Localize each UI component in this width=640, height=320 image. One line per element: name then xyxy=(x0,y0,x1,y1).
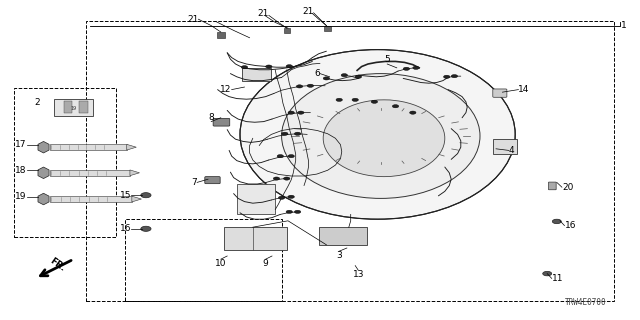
Text: 12: 12 xyxy=(220,85,232,94)
Text: 19: 19 xyxy=(70,106,77,111)
Circle shape xyxy=(403,67,410,70)
Circle shape xyxy=(371,100,378,103)
Bar xyxy=(14,88,116,237)
Circle shape xyxy=(277,155,284,158)
Bar xyxy=(50,144,127,150)
Ellipse shape xyxy=(323,100,445,177)
Bar xyxy=(324,26,331,30)
Bar xyxy=(242,68,271,81)
Text: 21: 21 xyxy=(257,9,269,18)
Text: 18: 18 xyxy=(15,166,27,175)
Polygon shape xyxy=(132,196,141,202)
Text: TRW4E0700: TRW4E0700 xyxy=(564,298,607,307)
Circle shape xyxy=(286,210,292,213)
Circle shape xyxy=(298,111,304,114)
Text: 15: 15 xyxy=(120,191,131,200)
Circle shape xyxy=(294,132,301,135)
Text: 8: 8 xyxy=(209,113,214,122)
Circle shape xyxy=(296,85,303,88)
Circle shape xyxy=(278,196,285,199)
Text: 20: 20 xyxy=(562,183,573,192)
Bar xyxy=(224,227,287,250)
FancyBboxPatch shape xyxy=(213,118,230,126)
FancyBboxPatch shape xyxy=(493,89,507,97)
Bar xyxy=(319,227,367,245)
Circle shape xyxy=(307,84,314,87)
Bar xyxy=(50,170,130,176)
Text: 16: 16 xyxy=(120,224,131,233)
Circle shape xyxy=(266,65,272,68)
Circle shape xyxy=(543,271,552,276)
Polygon shape xyxy=(38,141,49,153)
Bar xyxy=(79,101,88,113)
Polygon shape xyxy=(127,144,136,150)
Circle shape xyxy=(282,132,288,135)
Ellipse shape xyxy=(240,50,515,219)
Text: 10: 10 xyxy=(215,259,227,268)
Circle shape xyxy=(141,193,151,198)
Text: 19: 19 xyxy=(15,192,27,201)
Circle shape xyxy=(341,74,348,77)
Text: 9: 9 xyxy=(263,259,268,268)
Circle shape xyxy=(410,111,416,114)
Text: 5: 5 xyxy=(385,55,390,64)
Text: 21: 21 xyxy=(302,7,314,16)
Bar xyxy=(64,101,72,113)
Polygon shape xyxy=(38,193,49,205)
Circle shape xyxy=(323,77,330,80)
Circle shape xyxy=(444,75,450,78)
Circle shape xyxy=(288,111,294,114)
Text: 4: 4 xyxy=(509,146,515,155)
Text: 3: 3 xyxy=(337,251,342,260)
Text: 6: 6 xyxy=(314,69,320,78)
Circle shape xyxy=(413,66,419,69)
Bar xyxy=(493,139,517,154)
Polygon shape xyxy=(38,167,49,179)
Circle shape xyxy=(451,75,458,78)
Text: 2: 2 xyxy=(34,98,40,107)
Polygon shape xyxy=(130,170,140,176)
Circle shape xyxy=(284,177,290,180)
Bar xyxy=(217,32,225,38)
Text: 11: 11 xyxy=(552,274,563,283)
Text: 17: 17 xyxy=(15,140,27,149)
Circle shape xyxy=(288,155,294,158)
Bar xyxy=(50,196,132,202)
Circle shape xyxy=(241,66,248,69)
Circle shape xyxy=(336,98,342,101)
Circle shape xyxy=(552,219,561,224)
Bar xyxy=(237,184,275,214)
Bar xyxy=(125,219,282,301)
Text: 1: 1 xyxy=(621,21,627,30)
Text: FR.: FR. xyxy=(48,257,67,273)
Circle shape xyxy=(352,98,358,101)
Bar xyxy=(54,99,93,116)
Ellipse shape xyxy=(282,74,480,198)
FancyBboxPatch shape xyxy=(548,182,556,190)
Circle shape xyxy=(141,226,151,231)
Circle shape xyxy=(286,65,292,68)
Text: 16: 16 xyxy=(564,221,576,230)
Text: 7: 7 xyxy=(191,178,197,187)
Circle shape xyxy=(355,75,362,78)
Circle shape xyxy=(294,210,301,213)
Circle shape xyxy=(288,195,294,198)
Text: 13: 13 xyxy=(353,270,364,279)
Circle shape xyxy=(273,177,280,180)
Text: 21: 21 xyxy=(187,15,198,24)
Text: 14: 14 xyxy=(518,85,530,94)
Circle shape xyxy=(392,105,399,108)
Bar xyxy=(86,21,614,301)
FancyBboxPatch shape xyxy=(205,177,220,184)
Bar xyxy=(284,28,290,33)
